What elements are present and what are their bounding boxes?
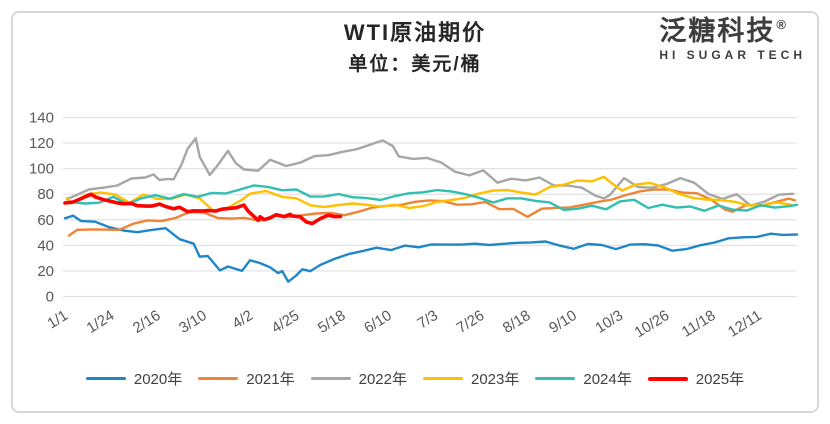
legend-label: 2022年 [358, 371, 407, 388]
legend-swatch [85, 377, 126, 380]
legend-item-2024年: 2024年 [535, 368, 632, 389]
legend-item-2022年: 2022年 [310, 368, 407, 389]
legend-swatch [423, 377, 463, 380]
series-line-2024年 [69, 184, 799, 213]
x-tick-label: 1/24 [84, 307, 118, 337]
y-tick-label: 140 [29, 110, 54, 127]
legend-item-2025年: 2025年 [647, 368, 745, 389]
legend-label: 2024年 [583, 371, 632, 388]
page-title: WTI原油期价 [343, 20, 487, 45]
brand-tagline: HI SUGAR TECH [659, 48, 806, 62]
x-tick-label: 9/10 [546, 307, 580, 337]
chart-header: WTI原油期价 单位：美元/桶 [0, 18, 830, 80]
legend-label: 2021年 [246, 371, 295, 388]
x-tick-label: 4/2 [229, 307, 256, 332]
y-tick-label: 20 [37, 263, 54, 280]
x-tick-label: 2/16 [130, 307, 164, 337]
x-tick-label: 4/25 [269, 307, 303, 337]
x-tick-label: 8/18 [500, 307, 534, 337]
y-tick-label: 100 [29, 161, 54, 178]
x-tick-label: 11/18 [679, 307, 719, 341]
brand-logo: 泛糖科技® HI SUGAR TECH [659, 16, 806, 62]
legend-item-2023年: 2023年 [423, 368, 519, 389]
y-tick-label: 120 [29, 135, 54, 152]
x-tick-label: 10/3 [592, 307, 626, 337]
legend-item-2021年: 2021年 [198, 368, 295, 389]
y-tick-label: 60 [37, 212, 54, 229]
y-tick-label: 0 [46, 289, 54, 306]
chart-unit-label: 单位：美元/桶 [348, 54, 482, 75]
legend-label: 2023年 [471, 371, 520, 388]
chart-legend: 2020年 2021年 2022年 2023年 2024年 2025年 [0, 368, 830, 389]
brand-name: 泛糖科技® [659, 16, 806, 46]
x-tick-label: 7/3 [414, 307, 441, 332]
y-tick-label: 40 [37, 237, 54, 254]
legend-swatch [310, 377, 351, 380]
legend-label: 2020年 [133, 371, 183, 388]
series-line-2022年 [65, 137, 795, 207]
legend-swatch [535, 377, 576, 380]
series-line-2025年 [63, 192, 343, 226]
x-tick-label: 6/10 [361, 307, 395, 337]
brand-name-text: 泛糖科技 [659, 16, 776, 46]
x-tick-label: 3/10 [176, 307, 210, 337]
x-tick-label: 5/18 [315, 307, 349, 337]
legend-swatch [647, 376, 688, 381]
y-tick-label: 80 [37, 186, 54, 203]
legend-item-2020年: 2020年 [85, 368, 183, 389]
registered-trademark-icon: ® [776, 17, 788, 32]
x-tick-label: 1/1 [44, 307, 71, 332]
x-tick-label: 7/26 [454, 307, 488, 337]
x-tick-label: 10/26 [632, 307, 673, 341]
legend-label: 2025年 [695, 371, 745, 388]
series-line-2020年 [63, 214, 799, 283]
legend-swatch [198, 377, 239, 380]
x-tick-label: 12/11 [725, 307, 765, 341]
